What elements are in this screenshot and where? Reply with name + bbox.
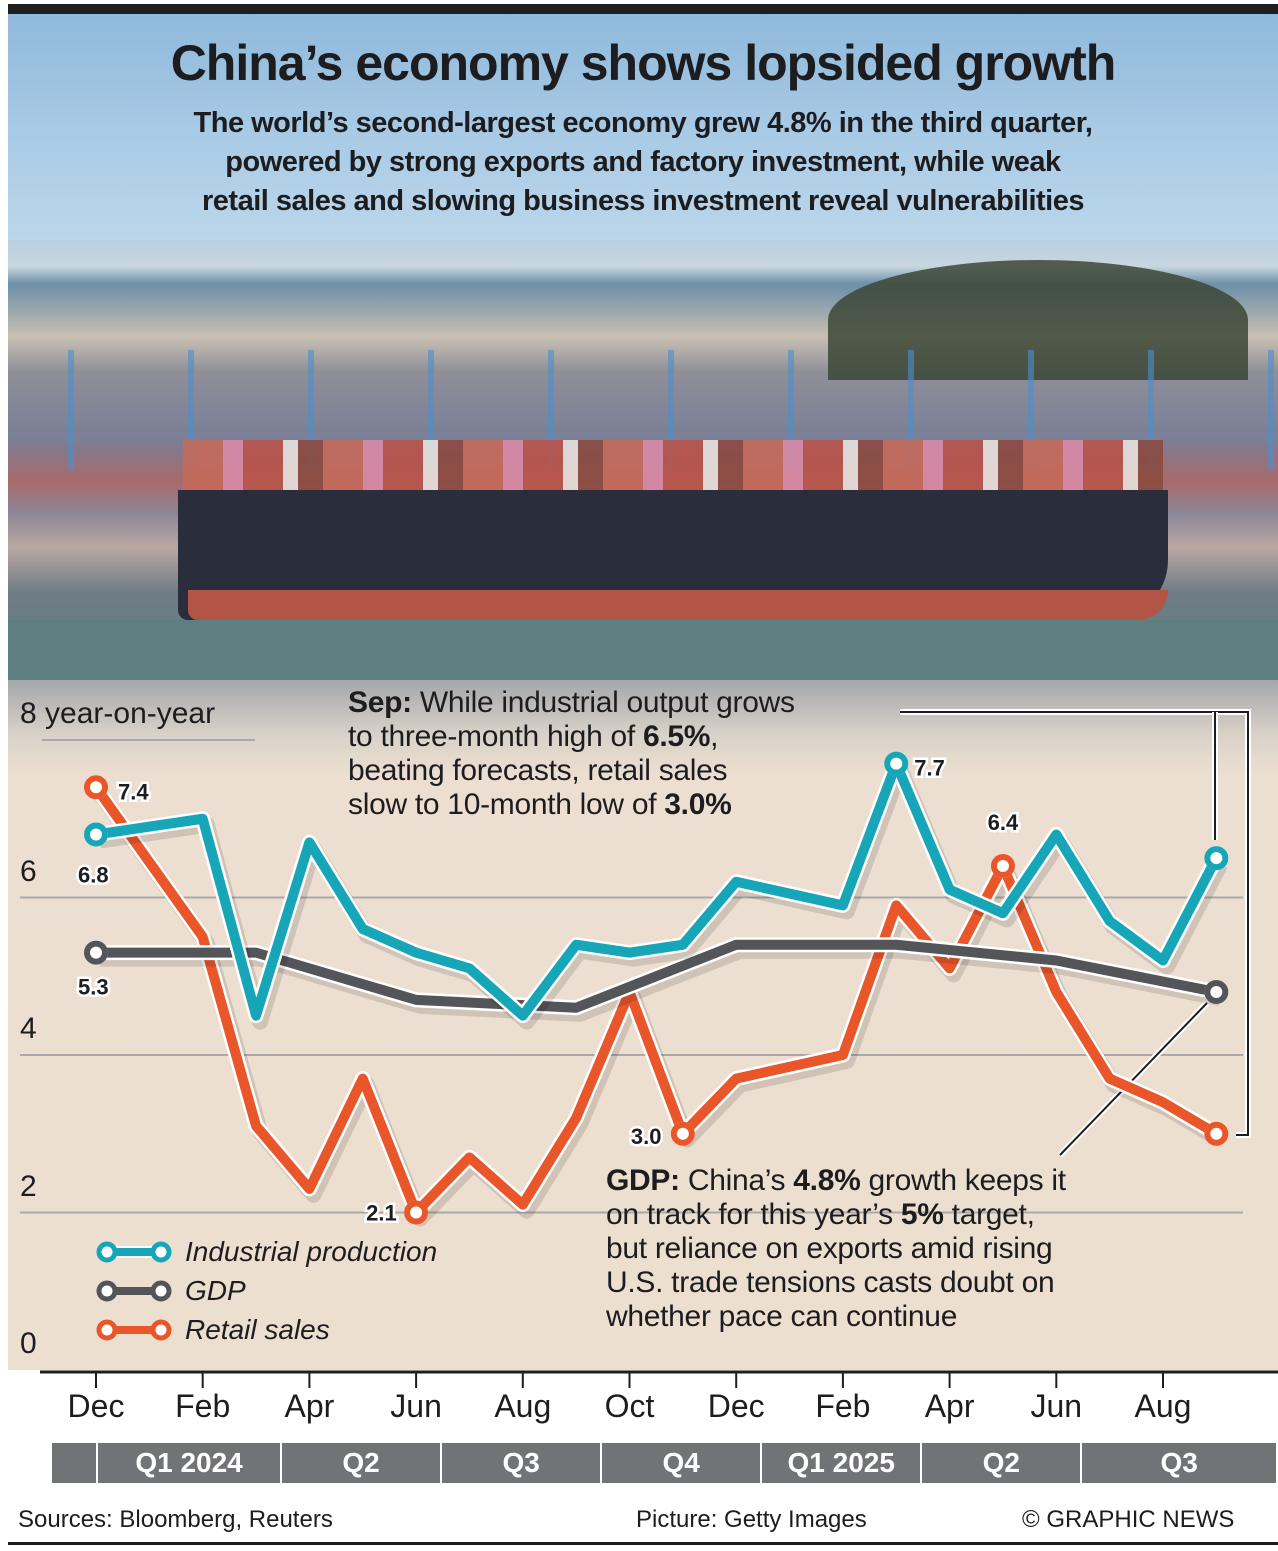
leader-gdp <box>1059 1002 1208 1156</box>
leader-sep-bracket <box>900 711 1249 1136</box>
bottom-rule <box>8 1542 1278 1545</box>
subtitle-line: The world’s second-largest economy grew … <box>193 107 1093 139</box>
sep-text: to three-month high of <box>348 720 643 753</box>
gdp-annotation: GDP: China’s 4.8% growth keeps it on tra… <box>606 1164 1066 1334</box>
quarter-label: Q1 2024 <box>98 1443 283 1483</box>
marker-retail-sales <box>1204 1121 1229 1146</box>
legend-label: Industrial production <box>185 1235 438 1267</box>
sep-annotation: Sep: While industrial output grows to th… <box>348 686 795 822</box>
sep-text: , <box>710 720 719 753</box>
x-tick-label: Jun <box>390 1388 442 1424</box>
marker-retail-sales <box>84 775 108 800</box>
quarter-label <box>52 1443 98 1483</box>
legend-item-gdp: GDP <box>95 1271 437 1310</box>
legend-swatch-industrial <box>96 1241 172 1262</box>
quarter-label: Q3 <box>1082 1443 1278 1483</box>
chart-legend: Industrial production GDP Retail sales <box>95 1232 437 1349</box>
y-tick-0: 0 <box>20 1327 37 1360</box>
photo-hull <box>188 590 1168 620</box>
data-label: 7.4 <box>118 779 149 804</box>
marker-retail-sales <box>404 1200 429 1225</box>
x-tick-label: Dec <box>707 1388 765 1424</box>
y-tick-6: 6 <box>20 855 37 888</box>
gdp-text: whether pace can continue <box>606 1300 958 1333</box>
header-panel: China’s economy shows lopsided growth Th… <box>8 14 1278 240</box>
legend-item-industrial: Industrial production <box>95 1232 437 1271</box>
marker-industrial-production <box>1204 846 1229 871</box>
quarter-label: Q2 <box>922 1443 1083 1483</box>
gdp-highlight: 5% <box>900 1198 944 1231</box>
legend-label: GDP <box>185 1274 246 1306</box>
data-labels: 6.8 7.7 5.3 7.4 2.1 3.0 6.4 <box>76 753 1022 1228</box>
data-label: 7.7 <box>914 756 945 781</box>
annotation-leaders <box>900 709 1251 1158</box>
x-tick-label: Oct <box>604 1388 655 1424</box>
x-tick-label: Aug <box>494 1388 552 1424</box>
port-photo <box>8 240 1278 680</box>
subtitle-line: powered by strong exports and factory in… <box>225 146 1061 178</box>
top-rule <box>8 4 1278 14</box>
data-label: 6.8 <box>78 863 109 888</box>
x-axis <box>40 1370 1278 1388</box>
x-tick-label: Feb <box>815 1388 871 1424</box>
x-tick-label: Feb <box>175 1388 231 1424</box>
photo-water <box>8 620 1278 680</box>
quarter-label: Q2 <box>282 1443 443 1483</box>
x-tick-label: Jun <box>1030 1388 1083 1424</box>
y-tick-2: 2 <box>20 1170 37 1203</box>
subtitle-line: retail sales and slowing business invest… <box>202 185 1084 217</box>
legend-swatch-retail <box>96 1319 172 1340</box>
gdp-text: China’s <box>679 1164 794 1197</box>
gdp-text: but reliance on exports amid rising <box>606 1232 1053 1265</box>
quarter-label: Q1 2025 <box>762 1443 923 1483</box>
data-label: 2.1 <box>366 1201 397 1226</box>
legend-item-retail: Retail sales <box>95 1310 437 1349</box>
data-label: 6.4 <box>988 810 1019 835</box>
data-label: 5.3 <box>78 975 109 1000</box>
sep-text: beating forecasts, retail sales <box>348 754 728 787</box>
gdp-highlight: 4.8% <box>793 1164 861 1197</box>
marker-retail-sales <box>670 1121 695 1146</box>
gdp-text: on track for this year’s <box>606 1198 901 1231</box>
page-title: China’s economy shows lopsided growth <box>170 35 1117 91</box>
y-axis-label: year-on-year <box>45 697 216 730</box>
y-tick-8: 8 <box>20 697 37 730</box>
picture-credit: Picture: Getty Images <box>636 1506 867 1533</box>
series-line-gdp <box>96 939 1218 1013</box>
data-label: 3.0 <box>631 1124 662 1149</box>
gdp-text: U.S. trade tensions casts doubt on <box>606 1266 1055 1299</box>
sources-credit: Sources: Bloomberg, Reuters <box>18 1506 333 1533</box>
x-tick-label: Apr <box>284 1388 335 1424</box>
gdp-lead: GDP: <box>606 1164 680 1197</box>
marker-gdp <box>1204 980 1229 1004</box>
gdp-text: target, <box>943 1198 1035 1231</box>
sep-text: slow to 10-month low of <box>348 788 665 821</box>
sep-highlight: 6.5% <box>642 720 711 753</box>
series-line-industrial-production <box>95 758 1221 1021</box>
legend-label: Retail sales <box>185 1313 330 1345</box>
sep-lead: Sep: <box>348 686 412 719</box>
page-subtitle: The world’s second-largest economy grew … <box>8 104 1278 221</box>
sep-text: While industrial output grows <box>411 686 795 719</box>
marker-retail-sales <box>990 854 1015 878</box>
marker-industrial-production <box>84 822 108 847</box>
sep-highlight: 3.0% <box>664 788 732 821</box>
quarter-label: Q4 <box>602 1443 763 1483</box>
series-lines <box>84 751 1229 1227</box>
series-line-retail-sales <box>91 784 1219 1218</box>
graphic-news-credit: © GRAPHIC NEWS <box>1022 1506 1235 1533</box>
legend-swatch-gdp <box>96 1280 172 1301</box>
y-tick-4: 4 <box>20 1012 37 1045</box>
x-tick-label: Apr <box>924 1388 975 1424</box>
gdp-text: growth keeps it <box>860 1164 1067 1197</box>
x-tick-label: Dec <box>67 1388 125 1424</box>
marker-gdp <box>84 940 108 965</box>
quarter-label: Q3 <box>442 1443 603 1483</box>
y-axis-title: 8 year-on-year <box>20 697 215 731</box>
x-tick-label: Aug <box>1134 1388 1192 1424</box>
marker-industrial-production <box>884 751 909 776</box>
gridlines <box>20 739 1243 1214</box>
